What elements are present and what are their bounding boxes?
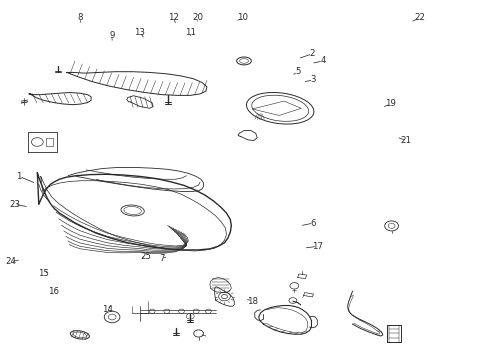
Text: 16: 16	[48, 287, 59, 296]
Text: 22: 22	[415, 13, 425, 22]
Text: 18: 18	[247, 297, 258, 306]
Text: 23: 23	[9, 200, 20, 209]
Text: 10: 10	[237, 13, 248, 22]
Text: 6: 6	[311, 219, 316, 228]
Text: 4: 4	[320, 57, 326, 66]
Text: 2: 2	[310, 49, 315, 58]
Text: 13: 13	[134, 28, 146, 37]
Text: 3: 3	[311, 75, 316, 84]
Text: 1: 1	[17, 172, 22, 181]
Text: 12: 12	[168, 13, 179, 22]
Text: 21: 21	[401, 136, 412, 145]
Text: 25: 25	[141, 252, 152, 261]
Text: 8: 8	[77, 13, 83, 22]
Text: 9: 9	[109, 31, 115, 40]
Text: 7: 7	[159, 255, 165, 264]
Text: 15: 15	[38, 269, 49, 278]
Text: 5: 5	[295, 67, 300, 76]
Text: 14: 14	[102, 305, 113, 314]
Text: 11: 11	[185, 28, 196, 37]
Text: 24: 24	[5, 257, 16, 266]
Text: 20: 20	[192, 13, 203, 22]
Text: 19: 19	[385, 99, 396, 108]
Text: 17: 17	[312, 242, 323, 251]
